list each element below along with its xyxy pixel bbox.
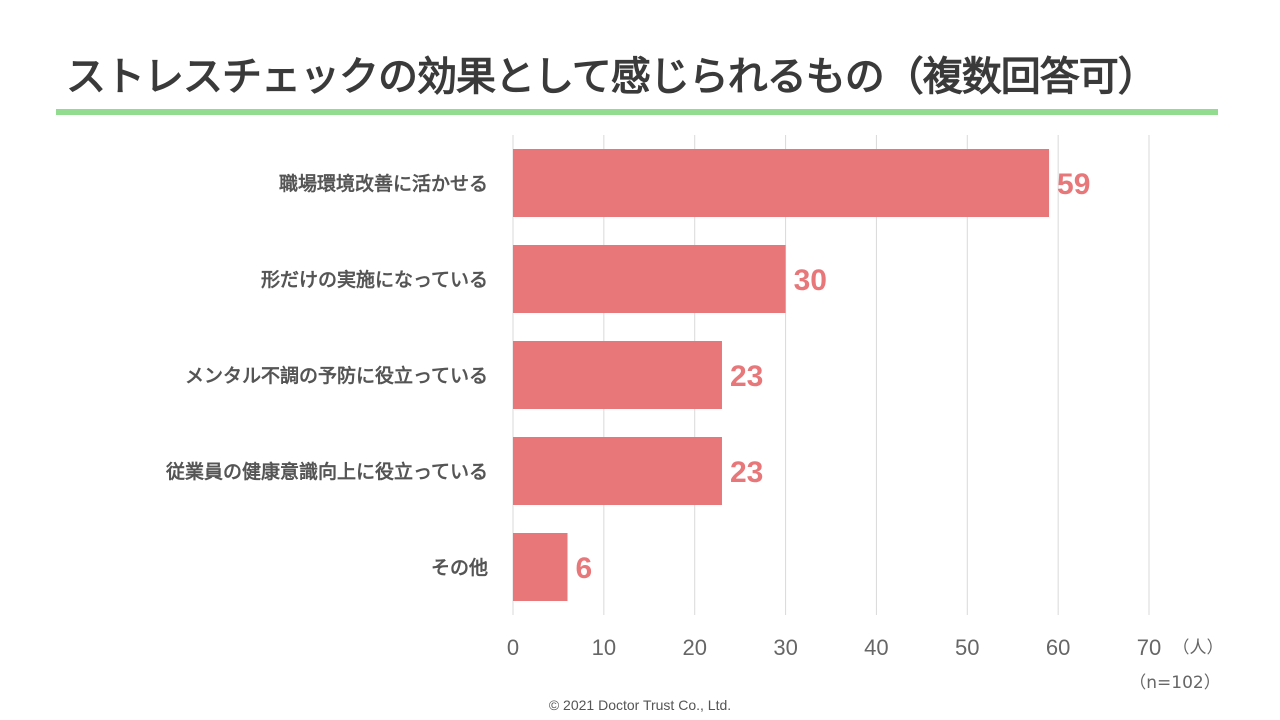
data-label: 59 — [1057, 168, 1090, 201]
x-tick-label: 30 — [773, 635, 797, 660]
x-tick-label: 10 — [592, 635, 616, 660]
data-label: 30 — [794, 264, 827, 297]
x-tick-label: 40 — [864, 635, 888, 660]
data-label: 6 — [576, 552, 593, 585]
x-tick-label: 60 — [1046, 635, 1070, 660]
page-title: ストレスチェックの効果として感じられるもの（複数回答可） — [66, 54, 1158, 100]
sample-size-note: （n=102） — [1129, 673, 1220, 693]
title-underline — [56, 109, 1218, 115]
category-label: 従業員の健康意識向上に役立っている — [165, 460, 488, 483]
x-tick-label: 0 — [507, 635, 519, 660]
bar — [513, 341, 722, 409]
category-label: メンタル不調の予防に役立っている — [185, 364, 488, 387]
bar — [513, 533, 568, 601]
x-tick-label: 70 — [1137, 635, 1161, 660]
unit-label: （人） — [1173, 638, 1224, 658]
x-tick-label: 20 — [682, 635, 706, 660]
data-label: 23 — [730, 456, 763, 489]
x-tick-label: 50 — [955, 635, 979, 660]
category-label: その他 — [431, 556, 488, 579]
bar — [513, 149, 1050, 217]
copyright: © 2021 Doctor Trust Co., Ltd. — [548, 697, 732, 713]
category-label: 職場環境改善に活かせる — [279, 172, 488, 195]
bar — [513, 437, 722, 505]
data-label: 23 — [730, 360, 763, 393]
category-label: 形だけの実施になっている — [261, 268, 488, 291]
bar — [513, 245, 786, 313]
